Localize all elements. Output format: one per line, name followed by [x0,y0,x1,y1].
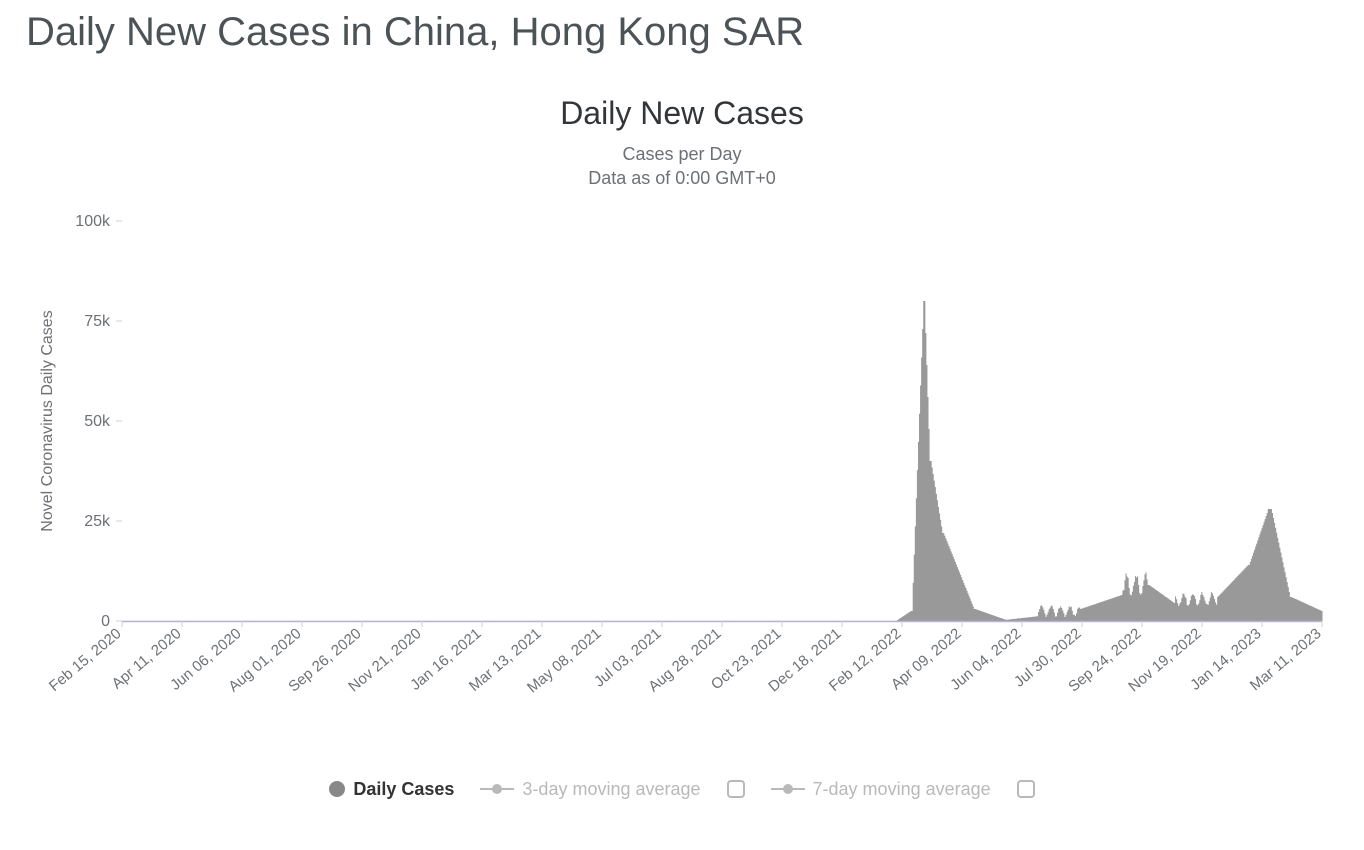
chart-svg: 0 25k 50k 75k 100k Novel Coronavirus Daily Ca… [22,211,1342,751]
line-dot-icon [480,784,514,794]
page-title: Daily New Cases in China, Hong Kong SAR [26,10,1344,55]
y-tick-label: 25k [84,513,111,530]
line-dot-icon [771,784,805,794]
bar-series [122,301,1322,621]
legend-label: Daily Cases [353,779,454,800]
y-tick-label: 100k [75,213,111,230]
y-tick-label: 50k [84,413,111,430]
chart-subtitle: Cases per Day Data as of 0:00 GMT+0 [20,142,1344,191]
y-axis-label: Novel Coronavirus Daily Cases [39,310,56,531]
legend-item-ma7[interactable]: 7-day moving average [771,779,991,800]
legend-item-daily[interactable]: Daily Cases [329,779,454,800]
legend-item-ma3[interactable]: 3-day moving average [480,779,700,800]
chart-area[interactable]: 0 25k 50k 75k 100k Novel Coronavirus Daily Ca… [22,211,1342,771]
y-tick-label: 0 [101,613,110,630]
chart-title: Daily New Cases [20,95,1344,132]
y-tick-label: 75k [84,313,111,330]
chart-legend: Daily Cases 3-day moving average 7-day mov… [20,779,1344,800]
circle-icon [329,781,345,797]
chart-subtitle-line1: Cases per Day [622,144,741,164]
chart-subtitle-line2: Data as of 0:00 GMT+0 [588,168,776,188]
legend-checkbox-ma7[interactable] [1017,780,1035,798]
legend-label: 7-day moving average [813,779,991,800]
legend-label: 3-day moving average [522,779,700,800]
legend-checkbox-ma3[interactable] [727,780,745,798]
